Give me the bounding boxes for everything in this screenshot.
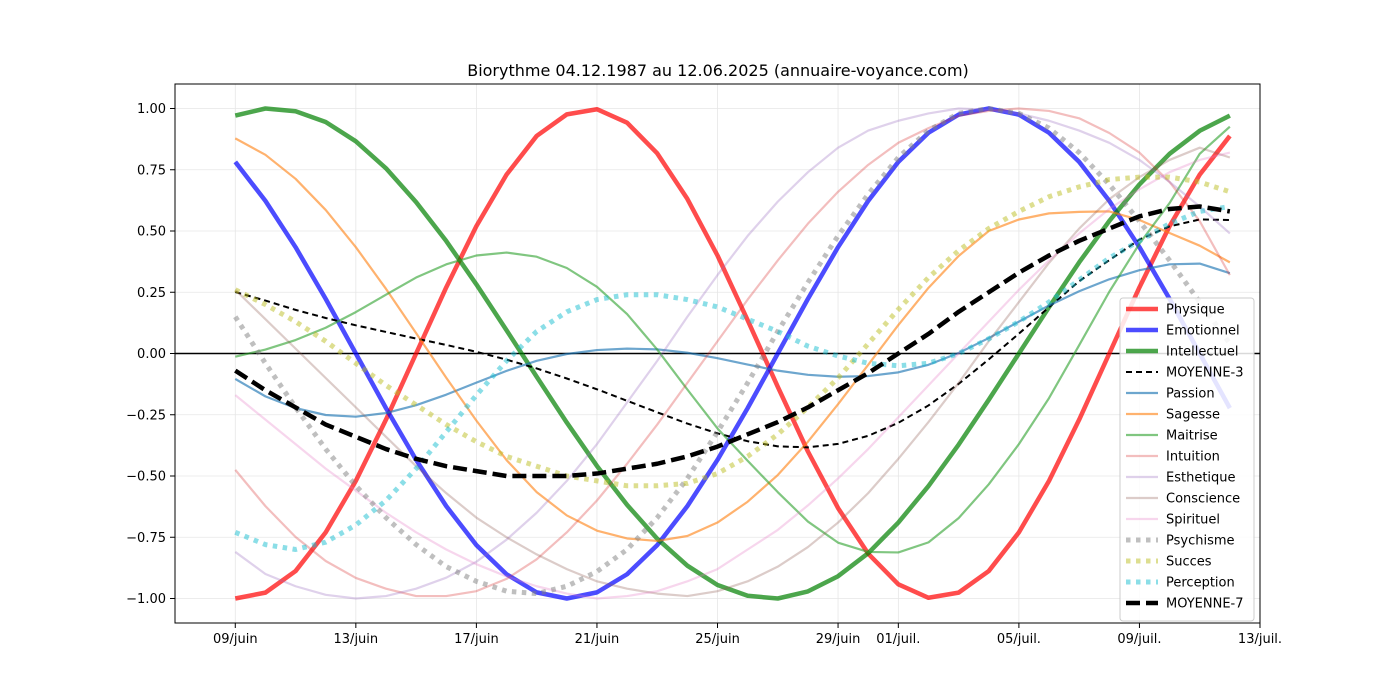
legend-label-passion: Passion (1166, 387, 1215, 402)
x-tick-label: 29/juin (816, 632, 861, 647)
x-tick-label: 25/juin (695, 632, 740, 647)
legend-label-intuition: Intuition (1166, 450, 1220, 465)
x-tick-label: 17/juin (454, 632, 499, 647)
y-tick-label: −1.00 (126, 592, 166, 607)
x-tick-label: 21/juin (575, 632, 620, 647)
series-line-emotionnel (233, 106, 1232, 601)
series-line-esthetique (234, 107, 1231, 600)
y-tick-label: −0.25 (126, 408, 166, 423)
series-line-psychisme (233, 106, 1232, 597)
legend-label-sagesse: Sagesse (1166, 408, 1220, 423)
legend-label-moyenne-3: MOYENNE-3 (1166, 366, 1244, 381)
legend-label-moyenne-7: MOYENNE-7 (1166, 597, 1244, 612)
legend-box (1119, 297, 1255, 622)
x-tick-label: 09/juin (213, 632, 258, 647)
legend-label-maitrise: Maitrise (1166, 429, 1218, 444)
series-line-perception (234, 204, 1231, 552)
y-tick-label: 0.50 (137, 225, 166, 240)
y-tick-label: 0.75 (137, 163, 166, 178)
legend-label-conscience: Conscience (1166, 492, 1240, 507)
grid-layer (175, 84, 1261, 623)
series-line-sagesse (234, 137, 1231, 543)
legend: Physique Emotionnel Intellectuel MOYENNE-3 P… (1119, 297, 1255, 622)
series-line-passion (234, 262, 1231, 418)
legend-label-perception: Perception (1166, 576, 1235, 591)
x-tick-label: 13/juin (334, 632, 379, 647)
series-line-maitrise (235, 125, 1231, 554)
legend-label-spirituel: Spirituel (1166, 513, 1220, 528)
series-layer (233, 106, 1232, 601)
y-tick-label: 0.00 (137, 347, 166, 362)
series-line-physique (234, 106, 1232, 601)
y-tick-label: −0.75 (126, 531, 166, 546)
series-line-intellectuel (234, 106, 1231, 601)
legend-label-intellectuel: Intellectuel (1166, 345, 1238, 360)
legend-label-emotionnel: Emotionnel (1166, 324, 1240, 339)
x-tick-label: 01/juil. (876, 632, 920, 647)
x-tick-label: 13/juil. (1238, 632, 1282, 647)
series-line-moyenne-3 (235, 218, 1230, 449)
legend-label-physique: Physique (1166, 303, 1225, 318)
y-tick-label: 0.25 (137, 286, 166, 301)
series-line-spirituel (234, 151, 1231, 600)
axis-layer: 09/juin 13/juin 17/juin 21/juin 25/juin 29/ju… (126, 83, 1282, 647)
y-tick-label: −0.50 (126, 470, 166, 485)
y-tick-label: 1.00 (137, 102, 166, 117)
chart-title: Biorythme 04.12.1987 au 12.06.2025 (annu… (467, 61, 969, 80)
series-line-succes (234, 174, 1231, 489)
legend-label-esthetique: Esthetique (1166, 471, 1236, 486)
legend-label-psychisme: Psychisme (1166, 534, 1235, 549)
series-line-moyenne-7 (234, 204, 1231, 479)
x-tick-label: 05/juil. (997, 632, 1041, 647)
series-line-conscience (234, 146, 1231, 598)
legend-label-succes: Succes (1166, 555, 1212, 570)
series-line-intuition (234, 107, 1231, 598)
x-tick-label: 09/juil. (1117, 632, 1161, 647)
